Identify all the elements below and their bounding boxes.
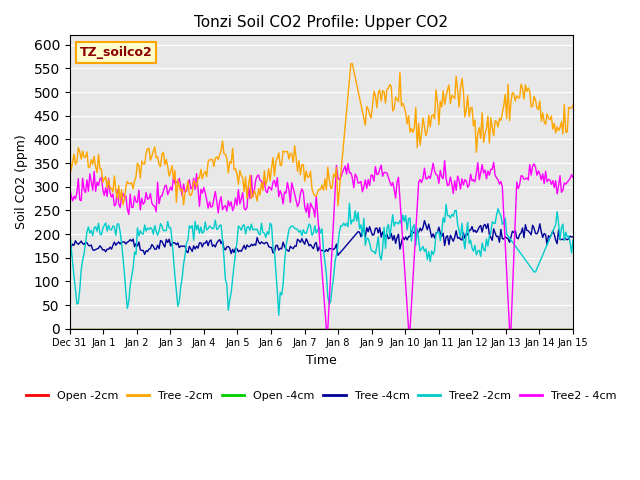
Title: Tonzi Soil CO2 Profile: Upper CO2: Tonzi Soil CO2 Profile: Upper CO2 (195, 15, 449, 30)
X-axis label: Time: Time (306, 354, 337, 367)
Text: TZ_soilco2: TZ_soilco2 (80, 46, 152, 59)
Legend: Open -2cm, Tree -2cm, Open -4cm, Tree -4cm, Tree2 -2cm, Tree2 - 4cm: Open -2cm, Tree -2cm, Open -4cm, Tree -4… (21, 386, 621, 405)
Y-axis label: Soil CO2 (ppm): Soil CO2 (ppm) (15, 134, 28, 229)
